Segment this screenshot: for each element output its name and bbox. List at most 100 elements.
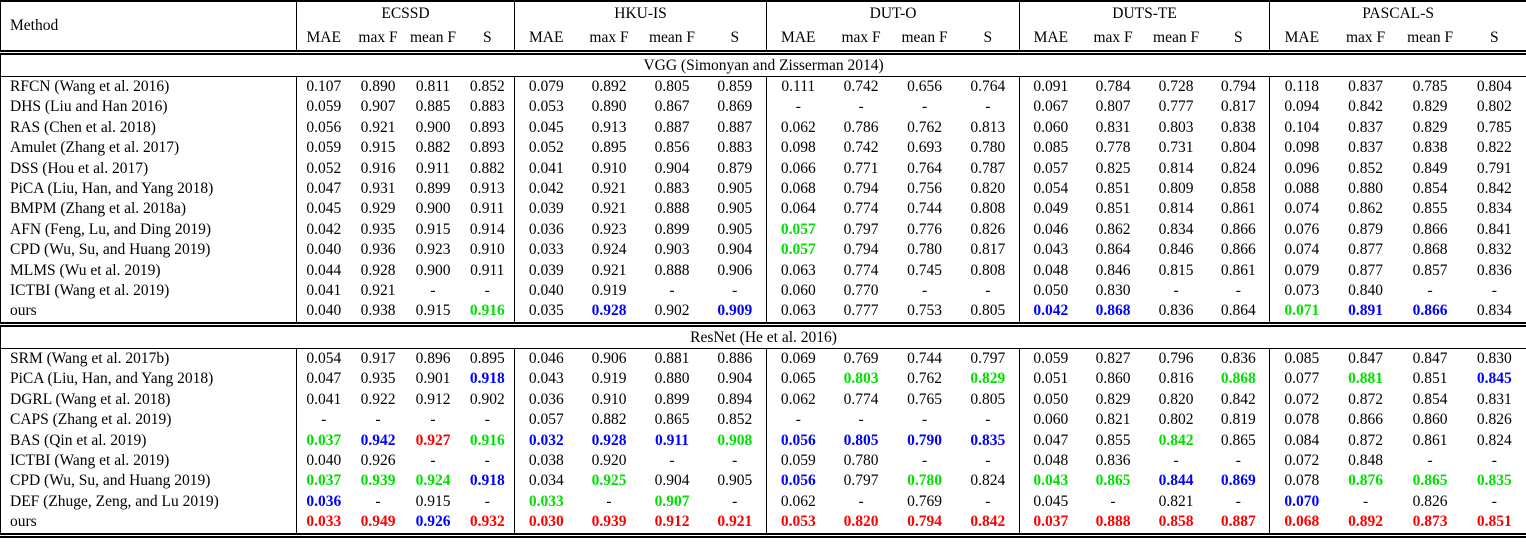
metric-value: - [732,451,738,469]
metric-value: 0.860 [1412,411,1448,429]
table-row: CPD (Wu, Su, and Huang 2019) 0.040 0.936 0.… [1,240,1526,261]
metric-value: 0.085 [1269,348,1334,370]
metric-value: 0.780 [907,472,942,490]
metric-value: - [985,282,991,300]
metric-value: - [1173,282,1179,300]
metric-value: - [430,411,436,429]
metric-value: 0.771 [843,159,879,177]
dataset-header-row: Method ECSSD HKU-IS DUT-O DUTS-TE PASCAL-S [1,1,1526,34]
metric-value: 0.939 [360,472,396,490]
metric-value: 0.805 [843,431,879,449]
metric-value: 0.056 [766,471,830,492]
metric-value: 0.059 [296,138,351,159]
metric-value: 0.865 [1220,431,1256,449]
metric-value: 0.935 [360,370,396,388]
metric-value: 0.866 [1220,220,1256,238]
metric-value: 0.791 [1476,159,1512,177]
metric-value: 0.861 [1220,261,1256,279]
metric-value: 0.046 [514,348,578,370]
metric-value: 0.830 [1476,349,1512,367]
metric-value: 0.057 [1019,158,1082,180]
metric-value: 0.037 [1019,512,1082,536]
metric-value: 0.048 [1019,450,1082,472]
metric-value: 0.059 [1019,348,1082,370]
metric-value: 0.836 [1095,451,1131,469]
metric-value: 0.906 [717,261,753,279]
metric-value: 0.893 [469,139,505,157]
table-row: SRM (Wang et al. 2017b) 0.054 0.917 0.896 0.… [1,348,1526,370]
metric-value: 0.078 [1269,410,1334,431]
method-name: PiCA (Liu, Han, and Yang 2018) [10,370,214,388]
metric-value: 0.054 [296,348,351,370]
metric-value: 0.091 [1019,76,1082,98]
metric-value: 0.882 [591,411,627,429]
metric-value: 0.805 [654,78,690,95]
metric-value: 0.066 [766,158,830,180]
metric-value: 0.882 [415,139,451,157]
metric-value: 0.840 [1348,282,1384,300]
metric-value: 0.057 [766,219,830,241]
metric-value: 0.053 [514,97,578,118]
metric-value: 0.882 [469,159,505,177]
metric-value: 0.862 [1095,220,1131,238]
metric-value: 0.107 [296,76,351,98]
metric-value: - [766,97,830,118]
metric-value: 0.888 [654,200,690,218]
metric-value: 0.883 [654,180,690,198]
metric-value: 0.877 [1348,261,1384,279]
metric-value: 0.832 [1476,241,1512,259]
metric-value: 0.831 [1095,118,1131,136]
metric-value: 0.088 [1269,179,1334,200]
metric-value: 0.916 [469,302,505,320]
metric-value: 0.932 [469,513,505,531]
metric-value: 0.868 [1412,241,1448,259]
metric-header-max-f: max F [1093,29,1133,46]
metric-value: 0.904 [654,472,690,490]
metric-value: 0.048 [1019,260,1082,282]
metric-value: 0.894 [717,390,753,408]
table-row: DHS (Liu and Han 2016) 0.059 0.907 0.885 0.8… [1,97,1526,118]
metric-value: 0.852 [469,78,505,95]
table-row: DGRL (Wang et al. 2018) 0.041 0.922 0.912 0.… [1,389,1526,411]
metric-value: 0.837 [1348,78,1384,95]
metric-value: - [1427,451,1433,469]
metric-value: 0.860 [1095,370,1131,388]
table-row: RAS (Chen et al. 2018) 0.056 0.921 0.900 0.8… [1,117,1526,139]
metric-value: 0.794 [843,180,879,198]
metric-value: 0.826 [1476,411,1512,429]
table-row: DSS (Hou et al. 2017) 0.052 0.916 0.911 0.88… [1,158,1526,180]
metric-value: 0.829 [1412,98,1448,116]
metric-value: 0.041 [296,281,351,302]
metric-value: 0.063 [766,301,830,325]
metric-value: 0.042 [1019,301,1082,325]
metric-header-mean-f: mean F [901,29,948,46]
metric-value: 0.784 [1095,78,1131,95]
metric-value: 0.039 [514,260,578,282]
metric-value: 0.074 [1269,240,1334,261]
metric-value: 0.938 [360,302,396,320]
metric-value: 0.836 [1158,302,1194,320]
metric-value: 0.847 [1348,349,1384,367]
method-name: RFCN (Wang et al. 2016) [10,78,170,95]
metric-value: 0.931 [360,180,396,198]
metric-value: 0.834 [1158,220,1194,238]
metric-value: 0.034 [514,471,578,492]
metric-value: 0.873 [1412,513,1448,531]
metric-value: - [375,411,381,429]
metric-value: 0.817 [1220,98,1256,116]
metric-value: 0.869 [1220,472,1256,490]
metric-value: 0.904 [654,159,690,177]
dataset-header-duts-te: DUTS-TE [1019,1,1270,26]
metric-value: 0.047 [1019,430,1082,451]
section-title-row: VGG (Simonyan and Zisserman 2014) [0,52,1526,77]
metric-value: - [1235,282,1241,300]
table-header: Method ECSSD HKU-IS DUT-O DUTS-TE PASCAL-S M… [0,1,1526,53]
metric-value: 0.924 [591,241,627,259]
method-name: BMPM (Zhang et al. 2018a) [10,200,187,218]
metric-value: 0.043 [1019,471,1082,492]
metric-header-mae: MAE [1269,26,1334,53]
method-column-header: Method [10,17,59,34]
metric-value: 0.886 [717,349,753,367]
metric-value: 0.866 [1412,220,1448,238]
metric-value: 0.074 [1269,199,1334,220]
